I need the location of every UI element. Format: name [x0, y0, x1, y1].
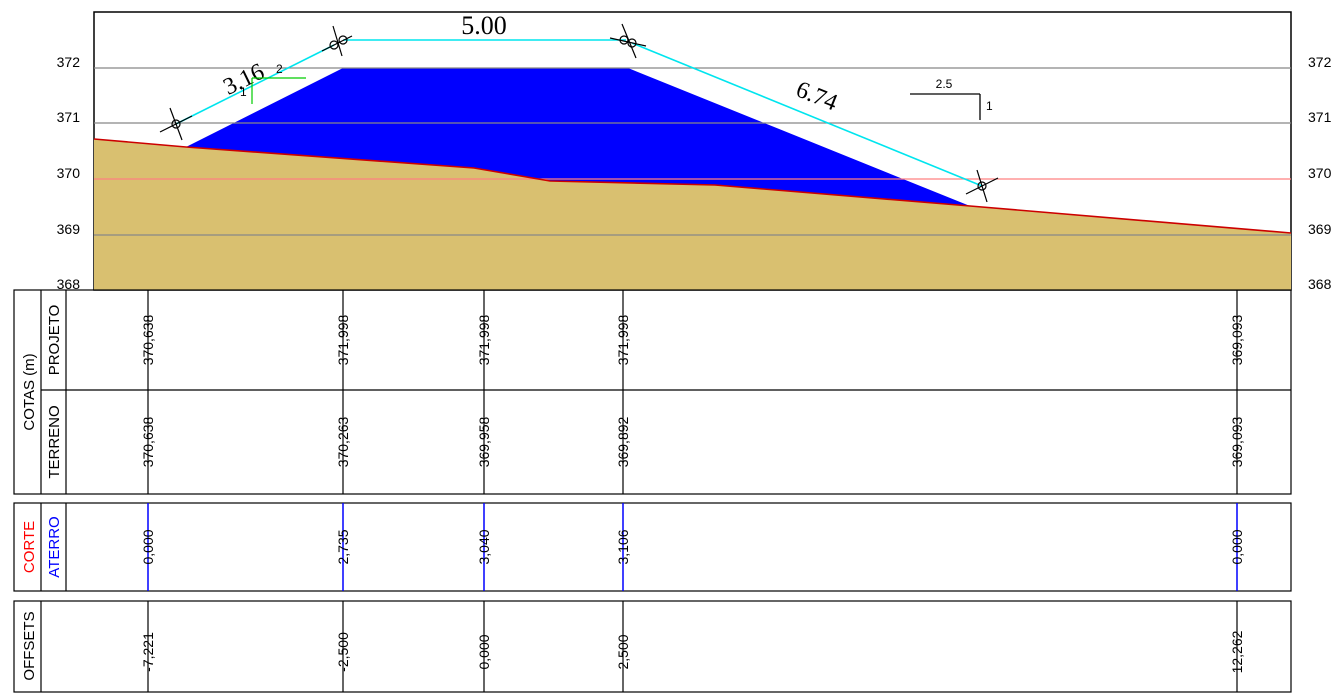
- terreno-value-0: 370,638: [140, 416, 156, 467]
- offset-value-1: -2,500: [335, 632, 351, 672]
- table-offsets: [13, 600, 1292, 693]
- terreno-value-4: 369,093: [1229, 416, 1245, 467]
- dimension-left-slope: [175, 44, 335, 125]
- offset-value-3: 2,500: [615, 634, 631, 669]
- dim-top-width-text: 5.00: [461, 11, 507, 40]
- elev-right-372: 372: [1308, 54, 1332, 70]
- left-slope-ratio-h: 2: [276, 62, 283, 76]
- aterro-value-1: 2,735: [335, 529, 351, 564]
- aterro-value-2: 3,040: [476, 529, 492, 564]
- elev-right-371: 371: [1308, 109, 1332, 125]
- elev-right-368: 368: [1308, 276, 1332, 292]
- table-corte-aterro: [13, 502, 1292, 592]
- elev-left-368: 368: [57, 276, 81, 292]
- projeto-value-0: 370,638: [140, 314, 156, 365]
- dimension-right-slope: [631, 42, 983, 187]
- offset-value-0: -7,221: [140, 632, 156, 672]
- terreno-value-1: 370,263: [335, 416, 351, 467]
- offset-value-4: 12,262: [1229, 630, 1245, 673]
- terreno-value-3: 369,892: [615, 416, 631, 467]
- elev-left-372: 372: [57, 54, 81, 70]
- row-projeto-label: PROJETO: [46, 305, 63, 376]
- projeto-value-4: 369,093: [1229, 314, 1245, 365]
- projeto-value-2: 371,998: [476, 314, 492, 365]
- terreno-value-2: 369,958: [476, 416, 492, 467]
- projeto-value-3: 371,998: [615, 314, 631, 365]
- projeto-value-1: 371,998: [335, 314, 351, 365]
- aterro-value-3: 3,106: [615, 529, 631, 564]
- elev-left-370: 370: [57, 165, 81, 181]
- right-slope-ratio-v: 1: [986, 99, 993, 113]
- elev-left-371: 371: [57, 109, 81, 125]
- cotas-group-title: COTAS (m): [21, 353, 38, 430]
- left-slope-ratio-v: 1: [240, 85, 247, 99]
- elev-right-369: 369: [1308, 221, 1332, 237]
- right-slope-ratio-h: 2.5: [936, 77, 953, 91]
- marker-2: [321, 25, 353, 57]
- aterro-column-lines: [147, 503, 1238, 591]
- offset-value-2: 0,000: [476, 634, 492, 669]
- elev-right-370: 370: [1308, 165, 1332, 181]
- row-offsets-label: OFFSETS: [21, 611, 38, 680]
- marker-3: [609, 23, 647, 59]
- left-slope-ratio-indicator: [251, 77, 306, 104]
- aterro-value-0: 0,000: [140, 529, 156, 564]
- table-cotas: [13, 289, 1292, 495]
- ground-line: [93, 138, 1292, 234]
- elev-left-369: 369: [57, 221, 81, 237]
- row-terreno-label: TERRENO: [46, 405, 63, 478]
- embankment-fill: [186, 68, 970, 206]
- marker-4: [965, 169, 999, 203]
- aterro-value-4: 0,000: [1229, 529, 1245, 564]
- row-aterro-label: ATERRO: [46, 516, 63, 577]
- right-slope-ratio-indicator: [910, 93, 981, 120]
- row-corte-label: CORTE: [21, 521, 38, 573]
- marker-1: [159, 107, 193, 141]
- ground-area: [94, 139, 1291, 290]
